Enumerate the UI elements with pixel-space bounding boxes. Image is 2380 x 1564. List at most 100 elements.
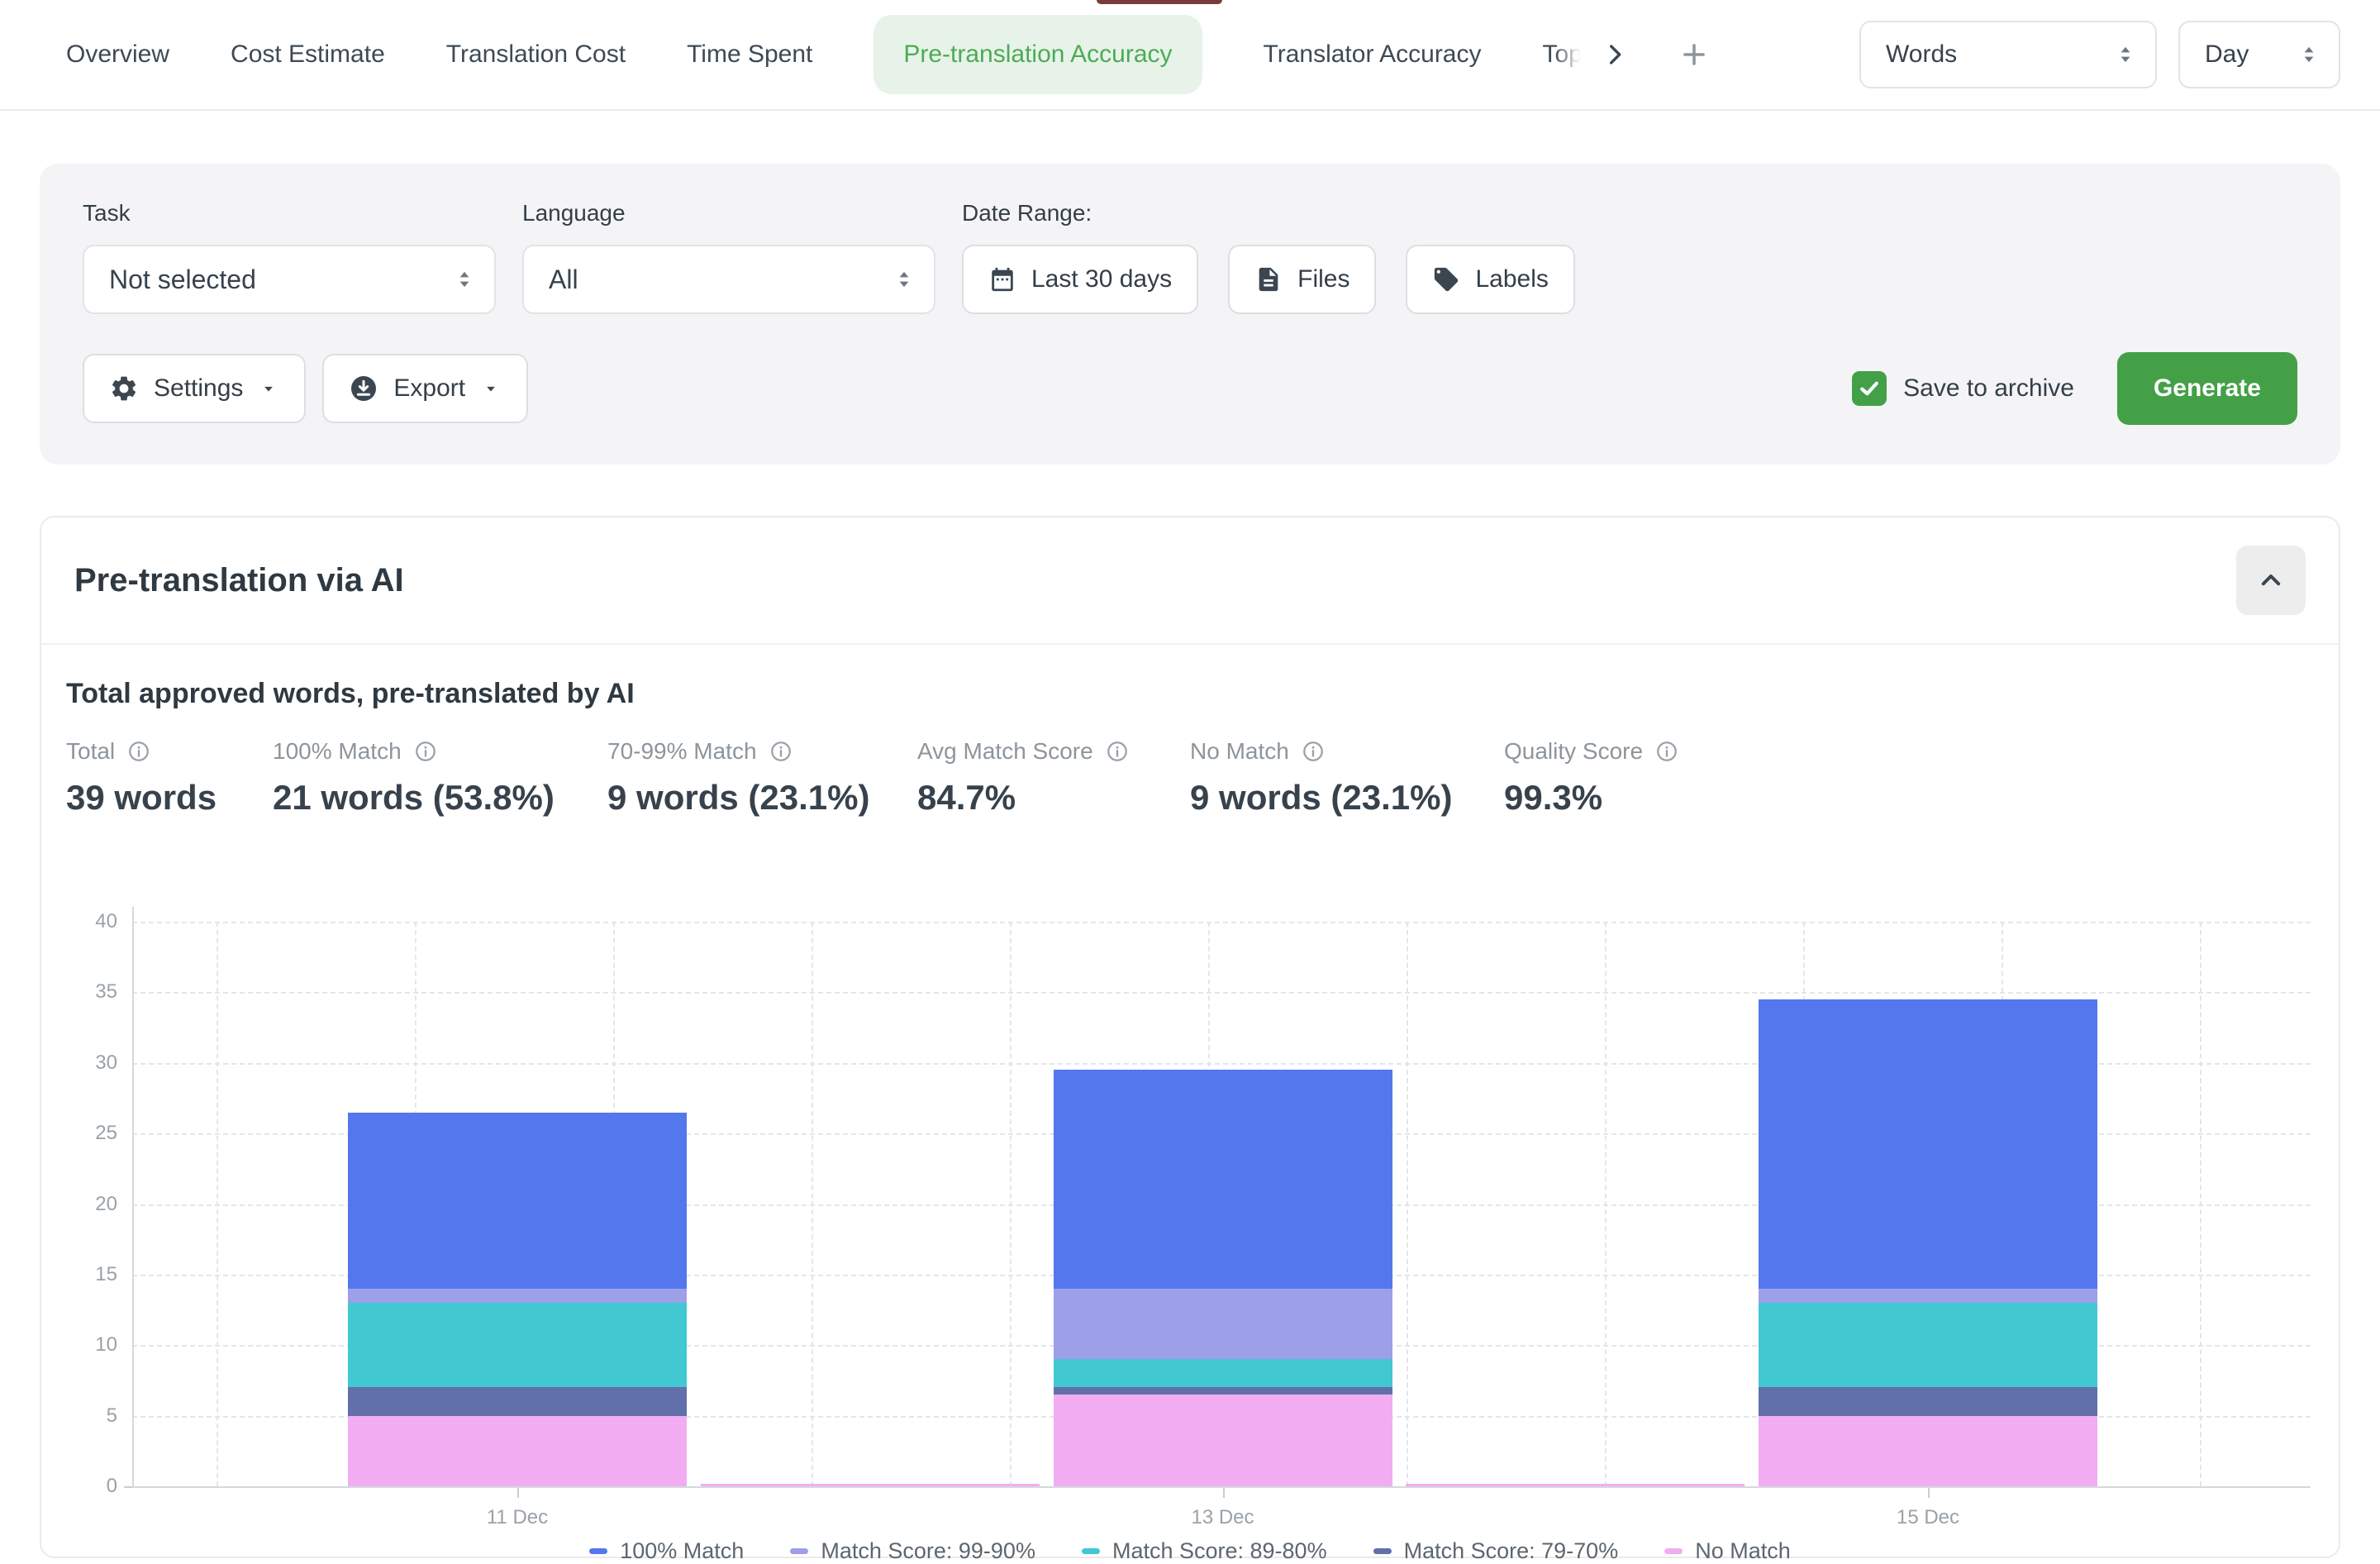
legend-marker <box>1082 1548 1100 1554</box>
language-filter-group: Language All <box>522 200 935 314</box>
info-icon[interactable] <box>413 739 438 764</box>
y-tick-label: 20 <box>66 1193 117 1216</box>
x-axis-tick <box>1928 1488 1930 1498</box>
tab-label: Overview <box>66 41 169 68</box>
bar-segment-15-dec-match-score-79-70[interactable] <box>1759 1387 2097 1415</box>
tab-label: Cost Estimate <box>231 41 385 68</box>
stat-label-row: Quality Score <box>1504 738 1679 765</box>
collapse-card-button[interactable] <box>2236 546 2306 615</box>
bar-segment-13-dec-match-score-79-70[interactable] <box>1054 1387 1392 1395</box>
stat-label-row: Avg Match Score <box>917 738 1190 765</box>
task-select[interactable]: Not selected <box>83 245 496 314</box>
y-tick-label: 5 <box>66 1404 117 1428</box>
tab-label: Top <box>1543 41 1583 68</box>
date-range-value: Last 30 days <box>1031 265 1172 293</box>
bar-segment-13-dec-match-score-99-90[interactable] <box>1054 1289 1392 1359</box>
x-tick-label: 13 Dec <box>1132 1506 1314 1529</box>
bar-segment-14-dec-no-match[interactable] <box>1406 1484 1745 1486</box>
tab-translation-cost[interactable]: Translation Cost <box>446 41 626 69</box>
info-icon[interactable] <box>769 739 793 764</box>
tab-pre-translation-accuracy[interactable]: Pre-translation Accuracy <box>873 15 1202 94</box>
bar-segment-11-dec-match-score-89-80[interactable] <box>348 1303 687 1387</box>
tab-time-spent[interactable]: Time Spent <box>687 41 812 69</box>
files-button-label: Files <box>1297 265 1349 293</box>
tab-overview[interactable]: Overview <box>66 41 169 69</box>
tab-label: Time Spent <box>687 41 812 68</box>
tab-top[interactable]: Top <box>1543 41 1583 69</box>
calendar-icon <box>988 265 1016 293</box>
file-icon <box>1254 265 1283 293</box>
legend-label: 100% Match <box>620 1538 744 1564</box>
stat-label-row: Total <box>66 738 273 765</box>
bar-segment-13-dec-no-match[interactable] <box>1054 1395 1392 1486</box>
bar-segment-13-dec-match-score-89-80[interactable] <box>1054 1359 1392 1387</box>
bar-segment-13-dec-100-match[interactable] <box>1054 1070 1392 1289</box>
bar-segment-11-dec-no-match[interactable] <box>348 1416 687 1486</box>
bar-segment-12-dec-no-match[interactable] <box>701 1484 1040 1486</box>
language-label: Language <box>522 200 935 226</box>
bar-segment-15-dec-100-match[interactable] <box>1759 999 2097 1289</box>
bar-segment-11-dec-100-match[interactable] <box>348 1113 687 1289</box>
nav-selects: Words Day <box>1859 21 2340 88</box>
pre-translation-card: Pre-translation via AI Total approved wo… <box>40 516 2340 1558</box>
date-range-button[interactable]: Last 30 days <box>962 245 1198 314</box>
bar-segment-11-dec-match-score-99-90[interactable] <box>348 1289 687 1303</box>
language-select[interactable]: All <box>522 245 935 314</box>
caret-down-icon <box>258 378 279 399</box>
y-tick-label: 30 <box>66 1051 117 1075</box>
info-icon[interactable] <box>1301 739 1326 764</box>
tabs-overflow-chevron-right-button[interactable] <box>1601 41 1629 69</box>
legend-marker <box>589 1548 607 1554</box>
generate-button[interactable]: Generate <box>2117 352 2297 425</box>
legend-item-match-score-79-70[interactable]: Match Score: 79-70% <box>1373 1538 1619 1564</box>
save-to-archive-checkbox[interactable] <box>1852 371 1887 406</box>
bar-segment-15-dec-match-score-89-80[interactable] <box>1759 1303 2097 1387</box>
files-filter-button[interactable]: Files <box>1228 245 1376 314</box>
bar-segment-11-dec-match-score-79-70[interactable] <box>348 1387 687 1415</box>
export-button-label: Export <box>393 374 465 403</box>
stat-quality-score: Quality Score99.3% <box>1504 738 1679 818</box>
labels-filter-button[interactable]: Labels <box>1406 245 1574 314</box>
export-button[interactable]: Export <box>322 354 528 423</box>
stat-total: Total39 words <box>66 738 273 818</box>
tab-cost-estimate[interactable]: Cost Estimate <box>231 41 385 69</box>
info-icon[interactable] <box>126 739 151 764</box>
stat-label: Total <box>66 738 115 765</box>
stats-row: Total39 words100% Match21 words (53.8%)7… <box>66 738 2314 818</box>
legend-marker <box>1373 1548 1392 1554</box>
legend-item-match-score-99-90[interactable]: Match Score: 99-90% <box>790 1538 1035 1564</box>
stat-label-row: No Match <box>1190 738 1504 765</box>
check-icon <box>1857 376 1882 401</box>
add-tab-button[interactable] <box>1678 39 1710 70</box>
chevron-right-icon <box>1601 41 1629 69</box>
card-title: Pre-translation via AI <box>74 562 404 599</box>
stacked-bar-chart: 051015202530354011 Dec13 Dec15 Dec100% M… <box>66 854 2314 1557</box>
x-axis-tick <box>1223 1488 1225 1498</box>
legend-item-no-match[interactable]: No Match <box>1664 1538 1791 1564</box>
tab-translator-accuracy[interactable]: Translator Accuracy <box>1264 41 1482 69</box>
settings-button[interactable]: Settings <box>83 354 306 423</box>
legend-item-100-match[interactable]: 100% Match <box>589 1538 744 1564</box>
legend-item-match-score-89-80[interactable]: Match Score: 89-80% <box>1082 1538 1327 1564</box>
tab-label: Translator Accuracy <box>1264 41 1482 68</box>
select-stepper-icon <box>892 268 916 291</box>
caret-down-icon <box>480 378 502 399</box>
period-select-value: Day <box>2205 41 2249 69</box>
unit-select[interactable]: Words <box>1859 21 2157 88</box>
x-tick-label: 11 Dec <box>426 1506 608 1529</box>
info-icon[interactable] <box>1654 739 1679 764</box>
filter-panel: Task Not selected Language All Date Rang… <box>40 164 2340 465</box>
tag-icon <box>1432 265 1460 293</box>
x-axis-tick <box>517 1488 519 1498</box>
save-to-archive-label[interactable]: Save to archive <box>1903 374 2074 403</box>
period-select[interactable]: Day <box>2178 21 2340 88</box>
legend-marker <box>790 1548 808 1554</box>
bar-segment-15-dec-match-score-99-90[interactable] <box>1759 1289 2097 1303</box>
gear-icon <box>109 374 139 403</box>
y-tick-label: 35 <box>66 980 117 1004</box>
y-tick-label: 25 <box>66 1122 117 1145</box>
bar-segment-15-dec-no-match[interactable] <box>1759 1416 2097 1486</box>
info-icon[interactable] <box>1105 739 1130 764</box>
tab-label: Translation Cost <box>446 41 626 68</box>
unit-select-value: Words <box>1886 41 1957 69</box>
